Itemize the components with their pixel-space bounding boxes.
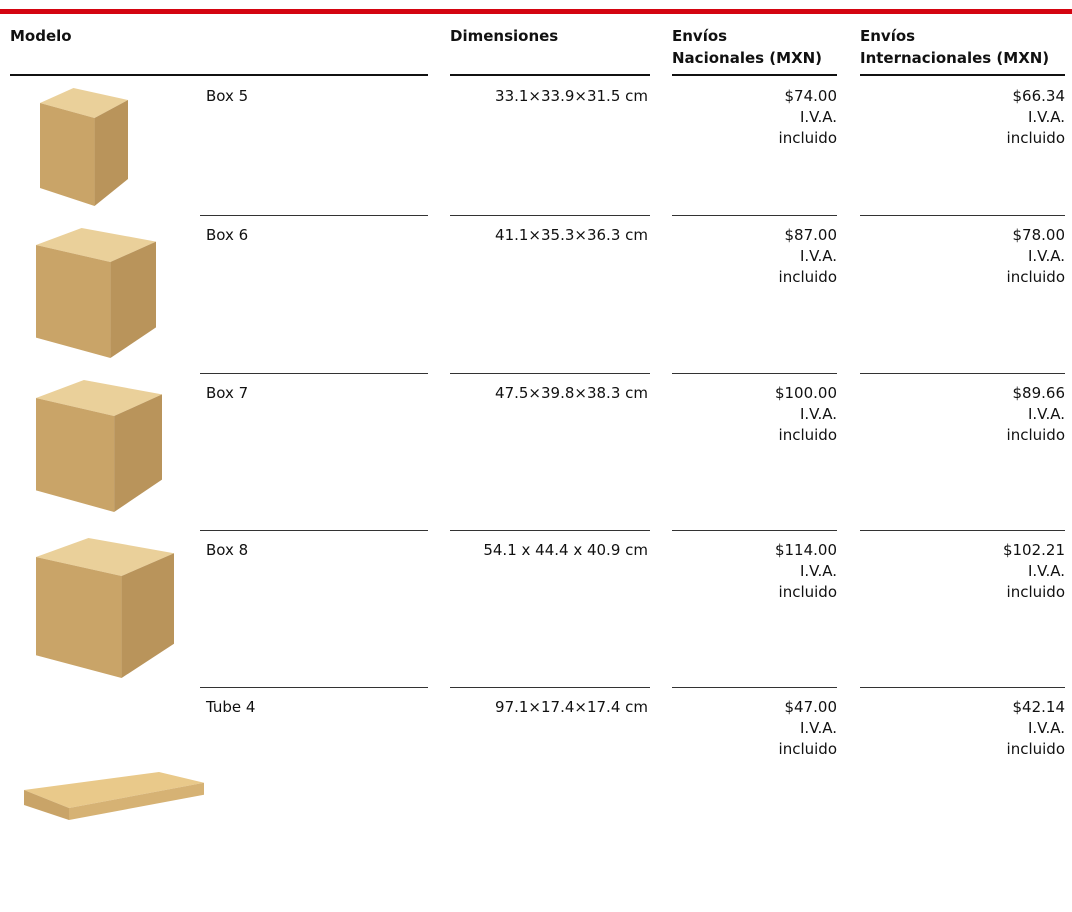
row-rule [200, 530, 428, 531]
row-rule [200, 215, 428, 216]
row-rule [200, 687, 428, 688]
product-image [36, 538, 174, 678]
row-rule [860, 687, 1065, 688]
row-rule [672, 215, 837, 216]
model-name: Tube 4 [206, 698, 256, 716]
price-international: $89.66 I.V.A. incluido [1006, 384, 1065, 444]
price-international: $102.21 I.V.A. incluido [1002, 541, 1065, 601]
header-rule [450, 74, 650, 76]
row-rule [672, 687, 837, 688]
row-rule [672, 530, 837, 531]
column-header: Envíos Internacionales (MXN) [860, 27, 1050, 67]
box-face [69, 782, 204, 820]
model-name: Box 8 [206, 541, 249, 559]
row-rule [450, 530, 650, 531]
dimensions: 33.1×33.9×31.5 cm [495, 87, 648, 105]
row-rule [200, 373, 428, 374]
product-image [36, 228, 156, 358]
header-rule [10, 74, 428, 76]
price-international: $42.14 I.V.A. incluido [1006, 698, 1065, 758]
box-face [121, 553, 174, 678]
model-name: Box 5 [206, 87, 249, 105]
page: Modelo Dimensiones Envíos Nacionales (MXN)… [0, 9, 1072, 820]
price-national: $114.00 I.V.A. incluido [774, 541, 837, 601]
product-image [24, 772, 204, 820]
box-face [36, 245, 111, 358]
row-rule [860, 373, 1065, 374]
dimensions: 54.1 x 44.4 x 40.9 cm [483, 541, 648, 559]
box-face [36, 538, 174, 576]
box-face [40, 103, 95, 206]
header-rule [860, 74, 1065, 76]
price-national: $74.00 I.V.A. incluido [778, 87, 837, 147]
row-rule [450, 215, 650, 216]
box-face [114, 394, 162, 512]
box-face [36, 557, 122, 678]
price-national: $47.00 I.V.A. incluido [778, 698, 837, 758]
column-header: Dimensiones [450, 27, 559, 45]
box-face [110, 241, 156, 358]
dimensions: 97.1×17.4×17.4 cm [495, 698, 648, 716]
dimensions: 47.5×39.8×38.3 cm [495, 384, 648, 402]
product-image [40, 88, 128, 206]
box-face [36, 380, 162, 416]
box-face [40, 88, 128, 118]
column-header: Envíos Nacionales (MXN) [672, 27, 823, 67]
box-face [24, 772, 204, 808]
price-international: $66.34 I.V.A. incluido [1006, 87, 1065, 147]
top-bar [0, 9, 1072, 14]
row-rule [860, 215, 1065, 216]
model-name: Box 6 [206, 226, 249, 244]
box-face [36, 228, 156, 262]
row-rule [450, 687, 650, 688]
row-rule [450, 373, 650, 374]
row-rule [860, 530, 1065, 531]
dimensions: 41.1×35.3×36.3 cm [495, 226, 648, 244]
model-name: Box 7 [206, 384, 249, 402]
box-face [36, 398, 115, 512]
product-image [36, 380, 162, 512]
price-national: $87.00 I.V.A. incluido [778, 226, 837, 286]
price-international: $78.00 I.V.A. incluido [1006, 226, 1065, 286]
column-header: Modelo [10, 27, 72, 45]
box-face [94, 100, 128, 206]
price-national: $100.00 I.V.A. incluido [774, 384, 837, 444]
box-face [24, 790, 69, 820]
row-rule [672, 373, 837, 374]
header-rule [672, 74, 837, 76]
